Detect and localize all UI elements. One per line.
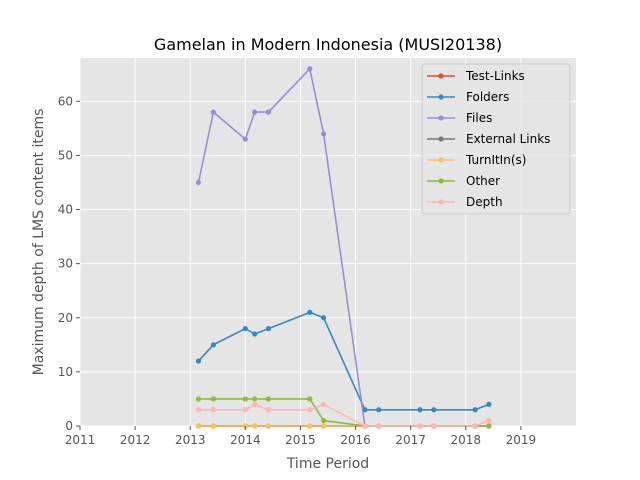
x-tick-label: 2015 bbox=[285, 433, 316, 447]
y-axis-label: Maximum depth of LMS content items bbox=[31, 109, 47, 376]
data-point-depth bbox=[265, 407, 272, 413]
data-point-folders bbox=[376, 407, 382, 413]
legend-label: Folders bbox=[466, 90, 509, 104]
data-point-depth bbox=[242, 407, 248, 413]
legend-marker bbox=[438, 94, 444, 100]
data-point-folders bbox=[265, 325, 272, 332]
data-point-turnitin-s bbox=[195, 423, 202, 429]
data-point-depth bbox=[307, 407, 313, 413]
data-point-folders bbox=[242, 325, 248, 332]
data-point-folders bbox=[252, 331, 258, 337]
data-point-depth bbox=[320, 401, 327, 407]
legend-item-folders: Folders bbox=[427, 90, 509, 104]
legend-label: Test-Links bbox=[465, 69, 525, 83]
legend-marker bbox=[438, 178, 444, 184]
x-tick-label: 2013 bbox=[175, 433, 206, 447]
data-point-folders bbox=[195, 358, 202, 364]
data-point-folders bbox=[210, 342, 216, 348]
chart-title: Gamelan in Modern Indonesia (MUSI20138) bbox=[154, 35, 502, 54]
data-point-folders bbox=[417, 407, 423, 413]
data-point-turnitin-s bbox=[320, 423, 327, 429]
x-tick-label: 2011 bbox=[65, 433, 96, 447]
x-tick-label: 2012 bbox=[120, 433, 151, 447]
legend-item-depth: Depth bbox=[427, 195, 503, 209]
legend-label: Other bbox=[466, 174, 500, 188]
x-tick-label: 2014 bbox=[230, 433, 261, 447]
data-point-turnitin-s bbox=[252, 423, 258, 429]
legend-label: Files bbox=[466, 111, 492, 125]
data-point-files bbox=[195, 179, 202, 186]
data-point-depth bbox=[431, 423, 437, 429]
series-folders bbox=[195, 309, 492, 413]
x-tick-label: 2019 bbox=[506, 433, 537, 447]
series-depth bbox=[195, 401, 492, 429]
data-point-depth bbox=[417, 423, 423, 429]
legend-item-other: Other bbox=[427, 174, 500, 188]
data-point-folders bbox=[472, 407, 478, 413]
data-point-other bbox=[252, 396, 258, 402]
series-layer bbox=[195, 66, 492, 429]
legend: Test-Links Folders Files External Links Turn… bbox=[421, 63, 571, 215]
y-tick-label: 50 bbox=[58, 148, 73, 162]
data-point-other bbox=[307, 396, 313, 402]
data-point-other bbox=[242, 396, 248, 402]
data-point-turnitin-s bbox=[265, 423, 272, 429]
data-point-files bbox=[210, 109, 216, 115]
x-tick-label: 2018 bbox=[451, 433, 482, 447]
legend-marker bbox=[438, 199, 444, 205]
data-point-depth bbox=[376, 423, 382, 429]
y-tick-label: 30 bbox=[58, 257, 73, 271]
y-tick-label: 20 bbox=[58, 311, 73, 325]
data-point-turnitin-s bbox=[210, 423, 216, 429]
data-point-files bbox=[307, 66, 313, 72]
data-point-depth bbox=[252, 401, 258, 407]
data-point-depth bbox=[195, 407, 202, 413]
legend-label: External Links bbox=[466, 132, 550, 146]
data-point-depth bbox=[362, 423, 368, 429]
data-point-folders bbox=[362, 407, 368, 413]
data-point-files bbox=[320, 131, 327, 137]
data-point-depth bbox=[472, 423, 478, 429]
data-point-folders bbox=[486, 401, 492, 407]
data-point-folders bbox=[431, 407, 437, 413]
data-point-other bbox=[486, 423, 492, 429]
legend-marker bbox=[438, 73, 444, 79]
y-tick-label: 10 bbox=[58, 365, 73, 379]
legend-item-turnitin-s: TurnItIn(s) bbox=[427, 153, 526, 167]
data-point-other bbox=[195, 396, 202, 402]
data-point-depth bbox=[210, 407, 216, 413]
data-point-files bbox=[242, 136, 248, 142]
legend-label: Depth bbox=[466, 195, 503, 209]
y-tick-label: 60 bbox=[58, 94, 73, 108]
legend-marker bbox=[438, 157, 444, 163]
y-tick-label: 40 bbox=[58, 203, 73, 217]
data-point-other bbox=[210, 396, 216, 402]
data-point-folders bbox=[307, 309, 313, 315]
y-tick-label: 0 bbox=[65, 419, 73, 433]
legend-item-external-links: External Links bbox=[427, 132, 550, 146]
data-point-turnitin-s bbox=[307, 423, 313, 429]
legend-label: TurnItIn(s) bbox=[465, 153, 526, 167]
x-tick-label: 2017 bbox=[395, 433, 426, 447]
legend-box bbox=[421, 63, 571, 215]
data-point-files bbox=[252, 109, 258, 115]
x-axis-label: Time Period bbox=[286, 456, 369, 472]
legend-marker bbox=[438, 136, 444, 142]
data-point-other bbox=[265, 396, 272, 402]
legend-marker bbox=[438, 115, 444, 121]
x-tick-label: 2016 bbox=[340, 433, 371, 447]
data-point-files bbox=[265, 109, 272, 115]
axis-ticks: 2011 2012 2013 2014 2015 2016 2017 2018 2019 0 10 2… bbox=[58, 94, 536, 447]
data-point-depth bbox=[486, 417, 492, 424]
legend-item-test-links: Test-Links bbox=[427, 69, 525, 83]
data-point-other bbox=[320, 417, 327, 424]
data-point-folders bbox=[320, 315, 327, 321]
legend-item-files: Files bbox=[427, 111, 492, 125]
